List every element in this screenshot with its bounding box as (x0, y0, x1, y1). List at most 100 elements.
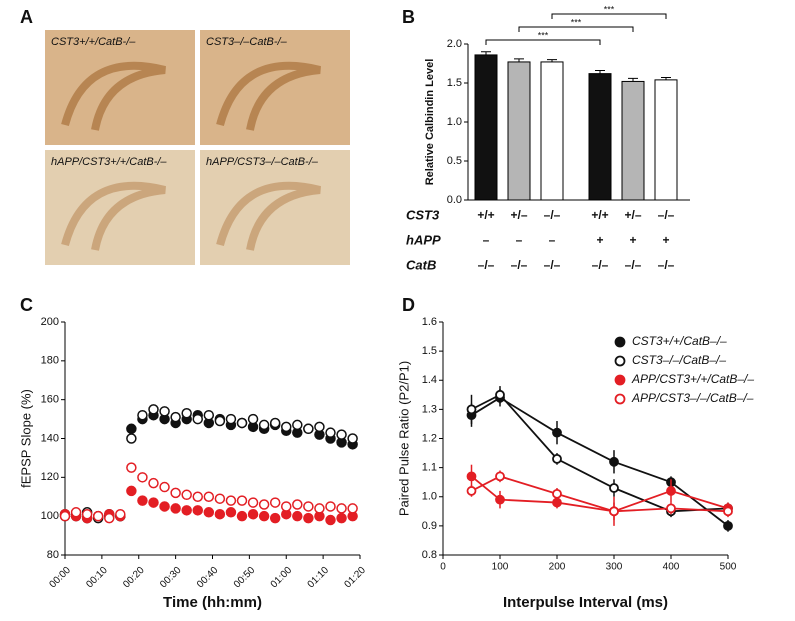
y-tick-label: 0.5 (447, 155, 462, 167)
y-tick-label: 1.0 (447, 116, 462, 128)
data-point (170, 411, 181, 423)
data-point (225, 495, 237, 506)
data-point (314, 421, 325, 433)
data-point (666, 486, 676, 496)
row-value: –/– (511, 258, 528, 272)
data-point (347, 433, 358, 444)
data-point (247, 497, 259, 508)
legend-label: APP/CST3+/+/CatB–/– (631, 372, 754, 386)
y-tick-label: 1.0 (422, 491, 437, 503)
data-point (225, 507, 237, 518)
data-point (281, 501, 292, 512)
y-tick-label: 1.5 (422, 345, 437, 357)
data-point (181, 408, 192, 419)
y-tick-label: 100 (41, 510, 59, 522)
data-point (247, 508, 259, 520)
y-tick-label: 1.2 (422, 432, 437, 444)
row-value: +/+ (591, 208, 608, 222)
y-tick-label: 0.0 (447, 194, 462, 206)
data-point (203, 507, 215, 518)
x-axis-label: Time (hh:mm) (163, 594, 262, 611)
significance-bracket (518, 26, 634, 32)
x-tick-label: 100 (492, 562, 509, 573)
significance-label: *** (571, 17, 582, 27)
data-point (70, 507, 82, 518)
x-tick-label: 01:20 (343, 565, 369, 591)
y-tick-label: 160 (41, 394, 59, 406)
y-axis-label: Paired Pulse Ratio (P2/P1) (396, 361, 411, 516)
data-point (495, 389, 505, 400)
data-point (247, 413, 259, 425)
error-bar (481, 51, 491, 55)
data-point (303, 423, 314, 435)
data-point (126, 423, 137, 435)
image-label: CST3+/+/CatB-/– (51, 36, 136, 48)
x-tick-label: 00:10 (84, 565, 110, 591)
bar (507, 61, 531, 201)
data-point (137, 495, 148, 506)
image-detail (61, 181, 166, 251)
y-tick-label: 80 (47, 549, 59, 561)
row-label: CST3 (406, 207, 440, 222)
data-point (137, 409, 148, 421)
data-point (203, 409, 215, 421)
row-value: – (549, 233, 556, 247)
y-tick-label: 0.8 (422, 549, 437, 561)
error-bar (595, 70, 605, 74)
data-point (192, 491, 203, 502)
data-point (281, 421, 292, 433)
data-point (336, 503, 347, 514)
data-point (181, 505, 192, 516)
x-tick-label: 00:40 (195, 565, 221, 591)
legend-label: CST3–/–/CatB–/– (632, 353, 726, 367)
row-value: –/– (478, 258, 495, 272)
legend-label: CST3+/+/CatB–/– (632, 334, 727, 348)
y-tick-label: 2.0 (447, 38, 462, 50)
row-value: +/– (510, 208, 527, 222)
row-value: + (629, 233, 636, 247)
data-point (92, 510, 104, 522)
bar (654, 79, 678, 201)
data-point (148, 477, 159, 489)
x-tick-label: 01:10 (306, 565, 332, 591)
data-point (609, 483, 619, 493)
image-label: hAPP/CST3–/–CatB-/– (206, 156, 319, 168)
panel-label: A (20, 7, 33, 27)
data-point (325, 514, 336, 526)
image-detail (61, 61, 166, 131)
panel-label: C (20, 295, 33, 315)
data-point (258, 419, 270, 431)
bar (588, 73, 612, 201)
error-bar (628, 77, 638, 82)
data-point (552, 488, 562, 499)
x-tick-label: 400 (663, 562, 680, 573)
x-tick-label: 01:00 (269, 565, 295, 591)
data-point (466, 486, 477, 496)
row-value: –/– (658, 208, 675, 222)
image-detail (216, 181, 321, 251)
series-line (471, 475, 729, 513)
error-bar (661, 77, 671, 80)
y-tick-label: 1.6 (422, 316, 437, 328)
y-tick-label: 0.9 (422, 520, 437, 532)
data-point (203, 491, 215, 502)
data-point (466, 404, 477, 415)
row-value: –/– (544, 208, 561, 222)
data-point (723, 520, 733, 531)
data-point (225, 413, 237, 425)
x-tick-label: 00:30 (158, 565, 184, 591)
data-point (159, 406, 170, 417)
data-point (126, 433, 137, 444)
y-tick-label: 1.1 (422, 462, 437, 474)
data-point (723, 506, 733, 517)
series-line (470, 475, 729, 513)
row-value: – (516, 233, 523, 247)
image-label: hAPP/CST3+/+/CatB-/– (51, 156, 167, 168)
data-point (336, 512, 347, 524)
legend-marker (614, 374, 626, 386)
row-value: – (483, 233, 490, 247)
data-point (552, 497, 562, 508)
data-point (609, 456, 619, 467)
y-axis-label: fEPSP Slope (%) (18, 389, 33, 488)
data-point (148, 404, 159, 415)
